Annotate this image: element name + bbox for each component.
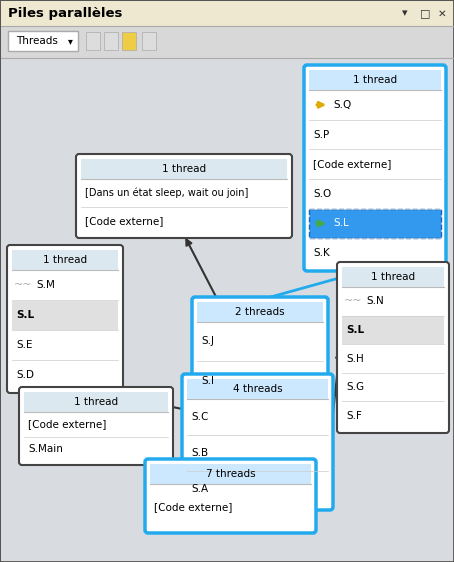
Text: 2 threads: 2 threads bbox=[235, 307, 285, 317]
Text: S.A: S.A bbox=[191, 484, 208, 494]
Text: S.E: S.E bbox=[16, 340, 33, 350]
FancyBboxPatch shape bbox=[8, 31, 78, 51]
Text: 1 thread: 1 thread bbox=[353, 75, 397, 85]
Bar bbox=[309, 70, 441, 90]
Bar bbox=[187, 379, 328, 399]
Text: Threads: Threads bbox=[16, 36, 58, 46]
Bar bbox=[342, 316, 444, 344]
Text: S.B: S.B bbox=[191, 448, 208, 458]
Text: Piles parallèles: Piles parallèles bbox=[8, 7, 123, 20]
Bar bbox=[86, 32, 100, 50]
FancyBboxPatch shape bbox=[145, 459, 316, 533]
Text: S.D: S.D bbox=[16, 370, 34, 380]
Text: S.H: S.H bbox=[346, 353, 364, 364]
FancyBboxPatch shape bbox=[76, 154, 292, 238]
Text: S.P: S.P bbox=[313, 129, 329, 139]
Bar bbox=[1, 59, 453, 561]
Text: S.L: S.L bbox=[333, 219, 349, 229]
FancyBboxPatch shape bbox=[7, 245, 123, 393]
Text: [Code externe]: [Code externe] bbox=[85, 216, 163, 226]
Bar bbox=[342, 267, 444, 287]
Text: S.F: S.F bbox=[346, 411, 362, 421]
Text: ~~: ~~ bbox=[14, 280, 32, 290]
Bar bbox=[142, 32, 156, 50]
Text: S.J: S.J bbox=[201, 337, 214, 347]
Text: ▾: ▾ bbox=[402, 8, 408, 19]
Text: S.K: S.K bbox=[313, 248, 330, 258]
Text: S.N: S.N bbox=[366, 296, 384, 306]
Bar bbox=[81, 159, 287, 179]
Text: [Code externe]: [Code externe] bbox=[313, 159, 391, 169]
Text: 4 threads: 4 threads bbox=[233, 384, 282, 394]
Text: S.L: S.L bbox=[16, 310, 34, 320]
Text: S.G: S.G bbox=[346, 382, 364, 392]
FancyBboxPatch shape bbox=[19, 387, 173, 465]
Text: [Dans un état sleep, wait ou join]: [Dans un état sleep, wait ou join] bbox=[85, 188, 248, 198]
Text: □: □ bbox=[420, 8, 430, 19]
Text: ~~: ~~ bbox=[344, 296, 362, 306]
Text: 1 thread: 1 thread bbox=[74, 397, 118, 407]
Text: 1 thread: 1 thread bbox=[43, 255, 87, 265]
Bar bbox=[150, 464, 311, 484]
Text: S.Q: S.Q bbox=[333, 100, 351, 110]
Text: S.C: S.C bbox=[191, 412, 208, 422]
Text: S.I: S.I bbox=[201, 375, 214, 386]
FancyBboxPatch shape bbox=[182, 374, 333, 510]
Text: 1 thread: 1 thread bbox=[371, 272, 415, 282]
Text: S.M: S.M bbox=[36, 280, 55, 290]
Text: [Code externe]: [Code externe] bbox=[154, 502, 232, 512]
Text: 7 threads: 7 threads bbox=[206, 469, 255, 479]
Bar bbox=[309, 209, 441, 238]
Text: [Code externe]: [Code externe] bbox=[28, 419, 106, 429]
Text: S.O: S.O bbox=[313, 189, 331, 199]
Bar bbox=[104, 32, 118, 50]
Bar bbox=[24, 392, 168, 412]
FancyBboxPatch shape bbox=[304, 65, 446, 271]
Bar bbox=[197, 302, 323, 322]
Text: ✕: ✕ bbox=[438, 8, 447, 19]
Text: ▾: ▾ bbox=[68, 36, 73, 46]
Bar bbox=[1, 1, 453, 26]
Bar bbox=[1, 26, 453, 58]
Bar bbox=[12, 250, 118, 270]
Bar bbox=[122, 32, 136, 50]
Text: S.L: S.L bbox=[346, 325, 364, 335]
FancyBboxPatch shape bbox=[192, 297, 328, 403]
Text: S.Main: S.Main bbox=[28, 445, 63, 455]
Text: 1 thread: 1 thread bbox=[162, 164, 206, 174]
FancyBboxPatch shape bbox=[337, 262, 449, 433]
Bar bbox=[12, 301, 118, 330]
